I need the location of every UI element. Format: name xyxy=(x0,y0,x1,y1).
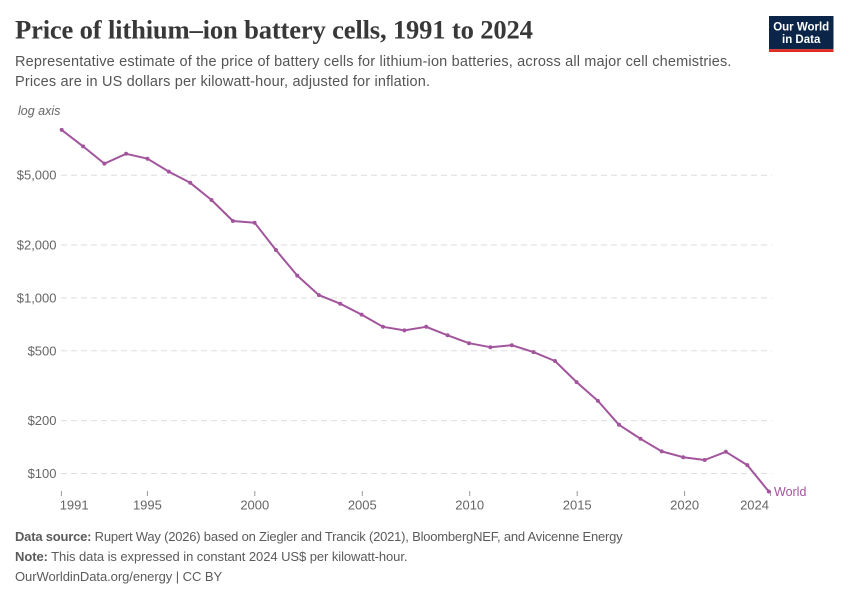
svg-text:2010: 2010 xyxy=(455,498,484,513)
svg-text:World: World xyxy=(774,485,806,499)
svg-text:2000: 2000 xyxy=(240,498,269,513)
svg-text:Price of lithium–ion battery c: Price of lithium–ion battery cells, 1991… xyxy=(15,15,533,45)
svg-text:2015: 2015 xyxy=(563,498,592,513)
svg-text:1995: 1995 xyxy=(133,498,162,513)
svg-text:1991: 1991 xyxy=(60,498,89,513)
svg-text:Representative estimate of the: Representative estimate of the price of … xyxy=(15,54,732,70)
svg-text:Our World: Our World xyxy=(773,22,829,34)
svg-text:Prices are in US dollars per k: Prices are in US dollars per kilowatt-ho… xyxy=(15,74,430,90)
svg-text:$100: $100 xyxy=(28,466,57,481)
svg-text:in Data: in Data xyxy=(782,34,821,46)
svg-text:$5,000: $5,000 xyxy=(17,168,57,183)
svg-text:Data source: Rupert Way (2026): Data source: Rupert Way (2026) based on … xyxy=(15,529,623,544)
svg-text:$1,000: $1,000 xyxy=(17,290,57,305)
svg-text:OurWorldinData.org/energy | CC: OurWorldinData.org/energy | CC BY xyxy=(15,569,222,584)
svg-text:$200: $200 xyxy=(28,413,57,428)
svg-text:2024: 2024 xyxy=(740,498,769,513)
svg-text:2020: 2020 xyxy=(670,498,699,513)
svg-text:$2,000: $2,000 xyxy=(17,238,57,253)
svg-text:$500: $500 xyxy=(28,343,57,358)
svg-text:Note: This data is expressed i: Note: This data is expressed in constant… xyxy=(15,549,407,564)
svg-text:log axis: log axis xyxy=(18,104,60,118)
svg-text:2005: 2005 xyxy=(348,498,377,513)
